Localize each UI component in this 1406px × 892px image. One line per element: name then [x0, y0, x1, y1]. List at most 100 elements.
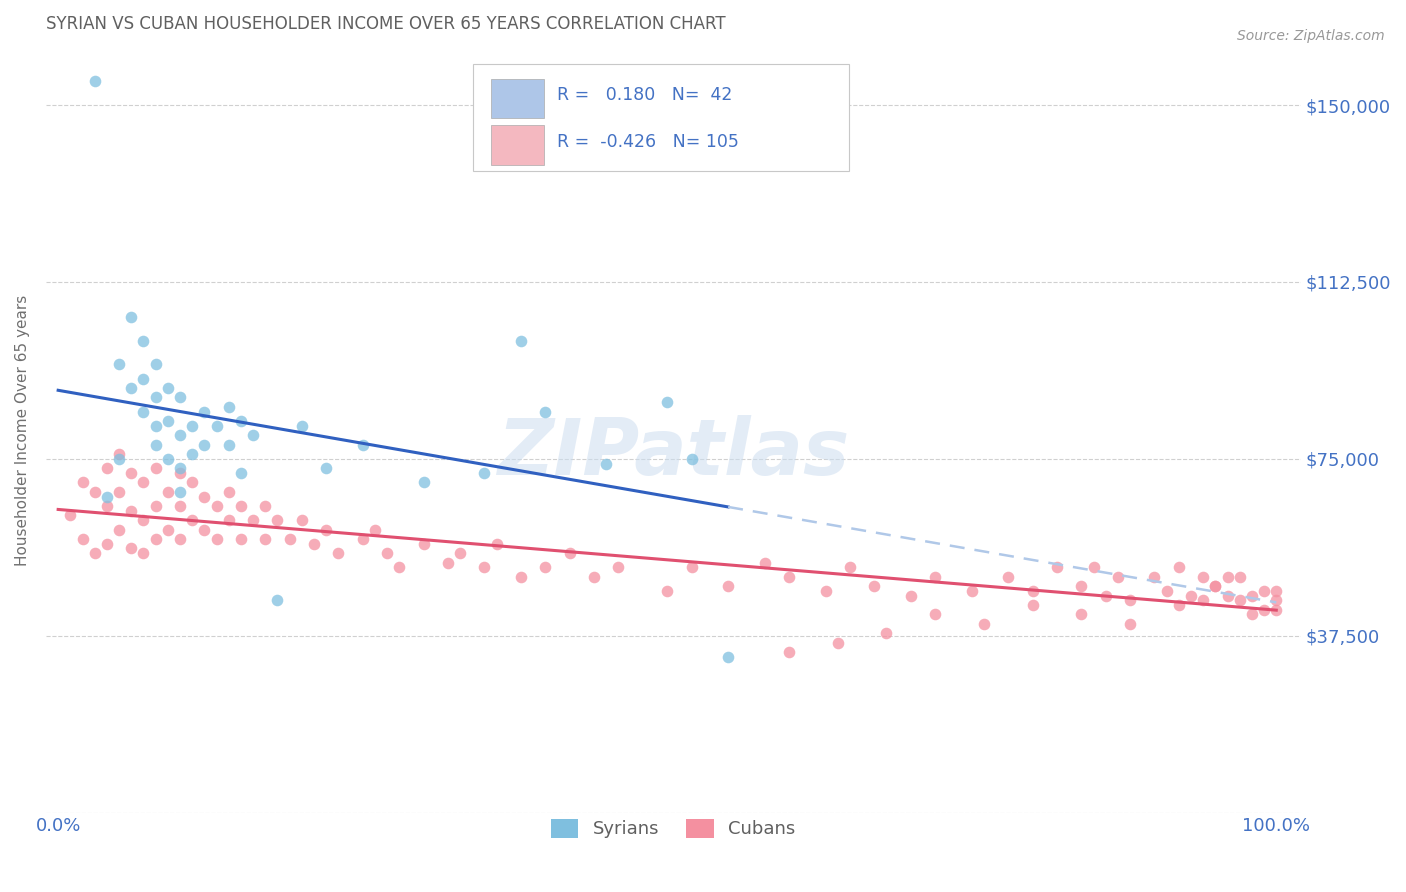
Point: [242, 428, 264, 442]
Point: [181, 447, 204, 461]
Point: [412, 475, 434, 490]
Point: [120, 310, 142, 325]
Point: [181, 513, 204, 527]
Point: [96, 490, 118, 504]
Point: [754, 556, 776, 570]
Point: [181, 418, 204, 433]
Point: [120, 504, 142, 518]
Point: [657, 395, 679, 409]
Point: [681, 451, 703, 466]
Point: [814, 583, 837, 598]
Point: [997, 570, 1019, 584]
Point: [717, 649, 740, 664]
Point: [120, 541, 142, 556]
Point: [1192, 570, 1215, 584]
Point: [657, 583, 679, 598]
Point: [437, 556, 460, 570]
Point: [132, 404, 155, 418]
Point: [181, 475, 204, 490]
Point: [352, 437, 374, 451]
Point: [145, 391, 167, 405]
Point: [218, 484, 240, 499]
Point: [474, 560, 496, 574]
Point: [900, 589, 922, 603]
Point: [449, 546, 471, 560]
Point: [1204, 579, 1226, 593]
Point: [254, 499, 277, 513]
Point: [72, 475, 94, 490]
Point: [485, 537, 508, 551]
Point: [242, 513, 264, 527]
Point: [145, 499, 167, 513]
Point: [229, 532, 252, 546]
Point: [778, 570, 800, 584]
Point: [96, 499, 118, 513]
Point: [1167, 598, 1189, 612]
Point: [132, 546, 155, 560]
Point: [132, 475, 155, 490]
Y-axis label: Householder Income Over 65 years: Householder Income Over 65 years: [15, 295, 30, 566]
Point: [108, 451, 131, 466]
Point: [120, 381, 142, 395]
Point: [352, 532, 374, 546]
Point: [1083, 560, 1105, 574]
Point: [169, 484, 191, 499]
Point: [960, 583, 983, 598]
Point: [1240, 607, 1263, 622]
Point: [315, 523, 337, 537]
Point: [83, 74, 105, 88]
Point: [1046, 560, 1069, 574]
Point: [607, 560, 630, 574]
Point: [583, 570, 606, 584]
Point: [132, 513, 155, 527]
Point: [108, 523, 131, 537]
Point: [218, 400, 240, 414]
Point: [156, 484, 179, 499]
Point: [169, 499, 191, 513]
Point: [145, 358, 167, 372]
Point: [875, 626, 897, 640]
Point: [1070, 579, 1092, 593]
Point: [278, 532, 301, 546]
Point: [205, 418, 228, 433]
Point: [254, 532, 277, 546]
Point: [205, 532, 228, 546]
Point: [291, 418, 314, 433]
Point: [778, 645, 800, 659]
Point: [96, 461, 118, 475]
Point: [96, 537, 118, 551]
Point: [291, 513, 314, 527]
Point: [1070, 607, 1092, 622]
Text: ZIPatlas: ZIPatlas: [498, 416, 849, 491]
Point: [156, 451, 179, 466]
Point: [145, 532, 167, 546]
Point: [1229, 593, 1251, 607]
Point: [827, 636, 849, 650]
Point: [1265, 603, 1288, 617]
Point: [1021, 598, 1043, 612]
Point: [364, 523, 387, 537]
Point: [156, 381, 179, 395]
Point: [218, 437, 240, 451]
Point: [412, 537, 434, 551]
Point: [59, 508, 82, 523]
Point: [120, 466, 142, 480]
Legend: Syrians, Cubans: Syrians, Cubans: [544, 812, 803, 846]
Point: [218, 513, 240, 527]
Point: [924, 570, 946, 584]
Text: R =  -0.426   N= 105: R = -0.426 N= 105: [557, 133, 738, 151]
Point: [156, 414, 179, 428]
Point: [717, 579, 740, 593]
Point: [1094, 589, 1116, 603]
Point: [108, 358, 131, 372]
Point: [83, 484, 105, 499]
Point: [266, 593, 288, 607]
Point: [193, 437, 215, 451]
Point: [1021, 583, 1043, 598]
Text: SYRIAN VS CUBAN HOUSEHOLDER INCOME OVER 65 YEARS CORRELATION CHART: SYRIAN VS CUBAN HOUSEHOLDER INCOME OVER …: [46, 15, 725, 33]
Point: [229, 466, 252, 480]
Point: [169, 461, 191, 475]
Text: R =   0.180   N=  42: R = 0.180 N= 42: [557, 87, 733, 104]
Point: [328, 546, 350, 560]
Point: [474, 466, 496, 480]
